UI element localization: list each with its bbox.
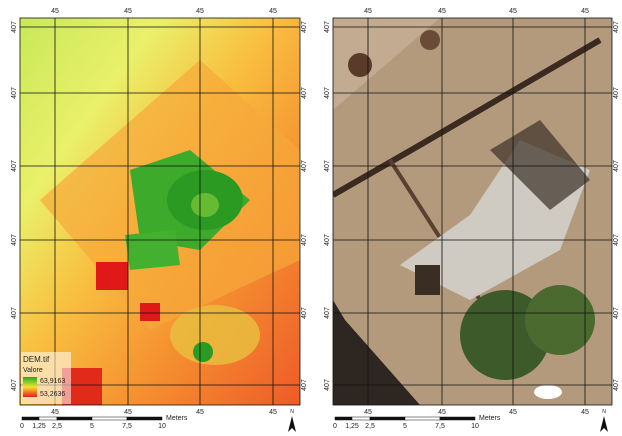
- legend: DEM.tif Valore 63,9163 53,2636: [21, 352, 71, 404]
- y-coord-label: 407: [301, 21, 308, 33]
- scale-label: 10: [471, 423, 479, 430]
- x-coord-label: 45: [364, 8, 372, 15]
- x-coord-label: 45: [509, 8, 517, 15]
- scale-segment: [21, 416, 40, 421]
- legend-title: DEM.tif: [23, 355, 50, 364]
- x-coord-label: 45: [196, 409, 204, 416]
- y-coord-label: 407: [301, 234, 308, 246]
- scale-segment: [404, 416, 441, 421]
- y-coord-label: 407: [301, 160, 308, 172]
- scale-label: 2,5: [52, 423, 62, 430]
- x-coord-label: 45: [509, 409, 517, 416]
- scale-segment: [334, 416, 353, 421]
- y-coord-label: 407: [324, 160, 331, 172]
- scale-unit: Meters: [479, 415, 501, 422]
- y-coord-label: 407: [613, 21, 620, 33]
- scale-segment: [351, 416, 371, 421]
- x-coord-label: 45: [269, 409, 277, 416]
- north-label: N: [602, 409, 606, 415]
- y-coord-label: 407: [11, 234, 18, 246]
- y-coord-label: 407: [11, 160, 18, 172]
- y-coord-label: 407: [613, 379, 620, 391]
- y-coord-label: 407: [324, 307, 331, 319]
- aerial-photo: [333, 18, 612, 405]
- scale-label: 7,5: [122, 423, 132, 430]
- y-coord-label: 407: [301, 379, 308, 391]
- scale-label: 0: [20, 423, 24, 430]
- frame: [19, 17, 301, 406]
- scale-label: 10: [158, 423, 166, 430]
- x-coord-label: 45: [124, 8, 132, 15]
- x-coord-label: 45: [438, 8, 446, 15]
- x-coord-label: 45: [581, 409, 589, 416]
- legend-max: 63,9163: [40, 378, 65, 385]
- scale-segment: [91, 416, 128, 421]
- y-coord-label: 407: [613, 234, 620, 246]
- scale-label: 5: [90, 423, 94, 430]
- scale-segment: [369, 416, 406, 421]
- legend-subtitle: Valore: [23, 367, 43, 374]
- frame: [332, 17, 613, 406]
- y-coord-label: 407: [301, 307, 308, 319]
- scale-segment: [439, 416, 476, 421]
- scale-label: 0: [333, 423, 337, 430]
- north-label: N: [290, 409, 294, 415]
- scale-unit: Meters: [166, 415, 188, 422]
- x-coord-label: 45: [51, 8, 59, 15]
- y-coord-label: 407: [324, 21, 331, 33]
- scale-label: 1,25: [345, 423, 359, 430]
- scale-label: 7,5: [435, 423, 445, 430]
- legend-min: 53,2636: [40, 391, 65, 398]
- x-coord-label: 45: [581, 8, 589, 15]
- y-coord-label: 407: [324, 87, 331, 99]
- y-coord-label: 407: [11, 379, 18, 391]
- x-coord-label: 45: [438, 409, 446, 416]
- y-coord-label: 407: [613, 307, 620, 319]
- x-coord-label: 45: [124, 409, 132, 416]
- y-coord-label: 407: [324, 379, 331, 391]
- dem-map: [20, 18, 300, 405]
- scale-label: 2,5: [365, 423, 375, 430]
- x-coord-label: 45: [364, 409, 372, 416]
- north-arrow: [600, 416, 608, 432]
- y-coord-label: 407: [11, 21, 18, 33]
- scale-segment: [56, 416, 93, 421]
- scale-label: 5: [403, 423, 407, 430]
- y-coord-label: 407: [324, 234, 331, 246]
- grids: [20, 18, 612, 405]
- north-arrow: [288, 416, 296, 432]
- x-coord-label: 45: [196, 8, 204, 15]
- scale-segment: [38, 416, 58, 421]
- y-coord-label: 407: [301, 87, 308, 99]
- scale-label: 1,25: [32, 423, 46, 430]
- y-coord-label: 407: [11, 87, 18, 99]
- x-coord-label: 45: [269, 8, 277, 15]
- y-coord-label: 407: [613, 160, 620, 172]
- x-coord-label: 45: [51, 409, 59, 416]
- y-coord-label: 407: [613, 87, 620, 99]
- scale-segment: [126, 416, 163, 421]
- y-coord-label: 407: [11, 307, 18, 319]
